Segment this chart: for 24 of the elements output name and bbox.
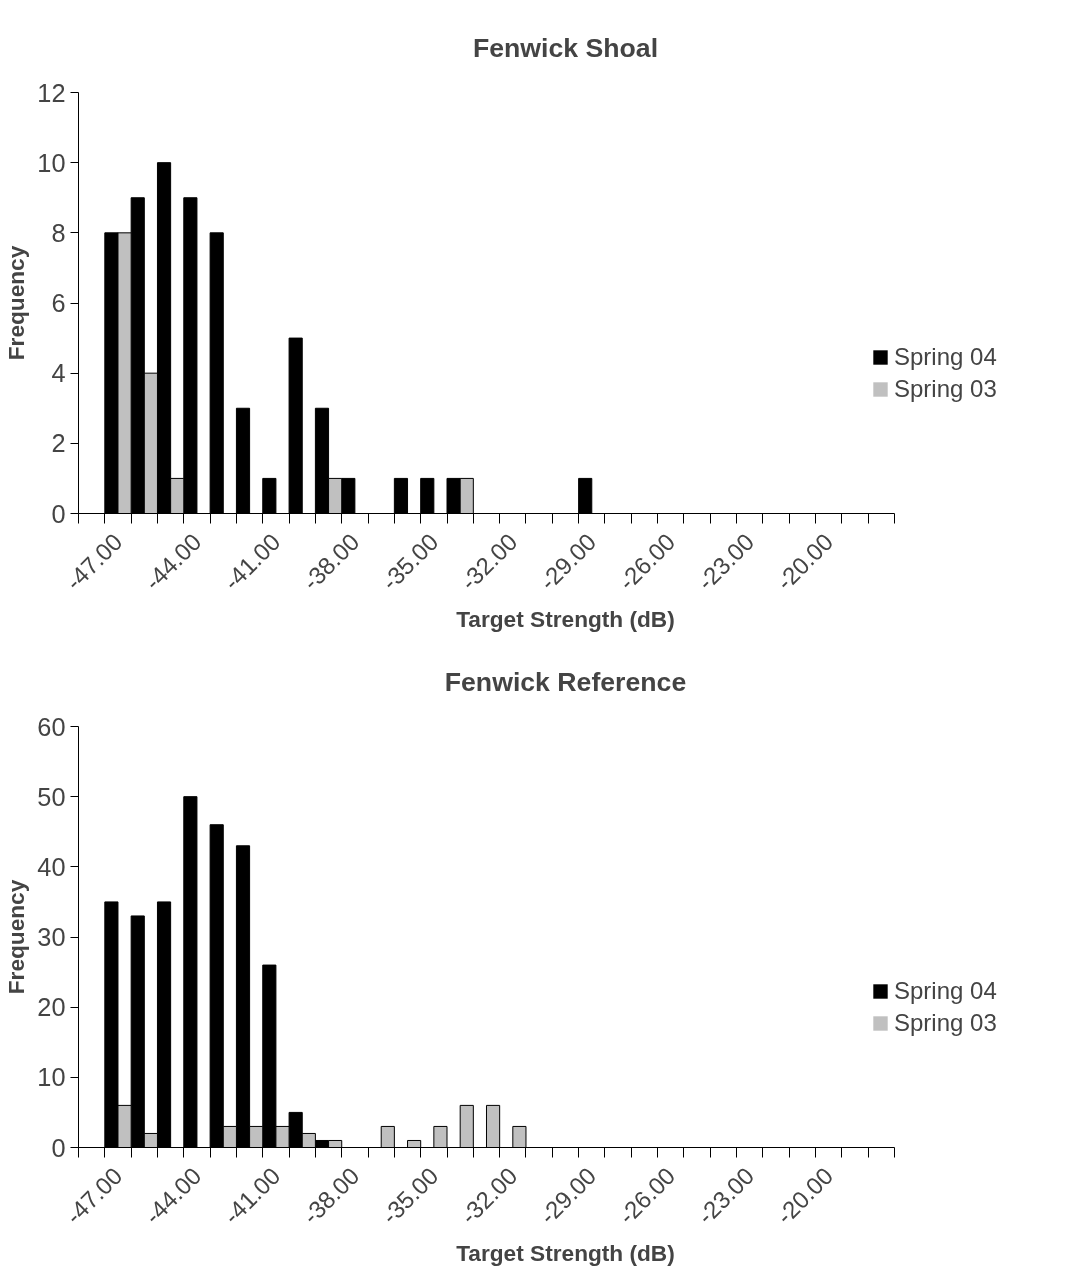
y-tick-label: 8 <box>51 218 66 247</box>
y-tick-label: 4 <box>51 359 66 388</box>
chart-title: Fenwick Shoal <box>472 32 659 63</box>
y-tick-label: 10 <box>37 148 66 177</box>
y-tick-label: 50 <box>37 782 66 811</box>
legend-label: Spring 04 <box>894 977 997 1005</box>
y-tick-label: 0 <box>51 1133 66 1162</box>
y-tick-label: 30 <box>37 923 66 951</box>
y-tick-label: 60 <box>37 712 66 741</box>
y-axis-title: Frequency <box>3 245 30 361</box>
y-tick-label: 2 <box>51 429 66 458</box>
y-tick-label: 0 <box>51 499 66 528</box>
y-tick-label: 12 <box>37 78 66 107</box>
legend-label: Spring 03 <box>894 1009 997 1037</box>
x-axis-title: Target Strength (dB) <box>456 1239 675 1266</box>
y-tick-label: 10 <box>37 1063 66 1092</box>
y-tick-label: 40 <box>37 852 66 881</box>
chart-title: Fenwick Reference <box>444 666 687 697</box>
x-axis-title: Target Strength (dB) <box>456 605 675 632</box>
y-axis-title: Frequency <box>3 879 30 995</box>
y-tick-label: 6 <box>51 289 66 317</box>
legend-label: Spring 04 <box>894 343 997 371</box>
y-tick-label: 20 <box>37 993 66 1022</box>
legend-label: Spring 03 <box>894 375 997 403</box>
